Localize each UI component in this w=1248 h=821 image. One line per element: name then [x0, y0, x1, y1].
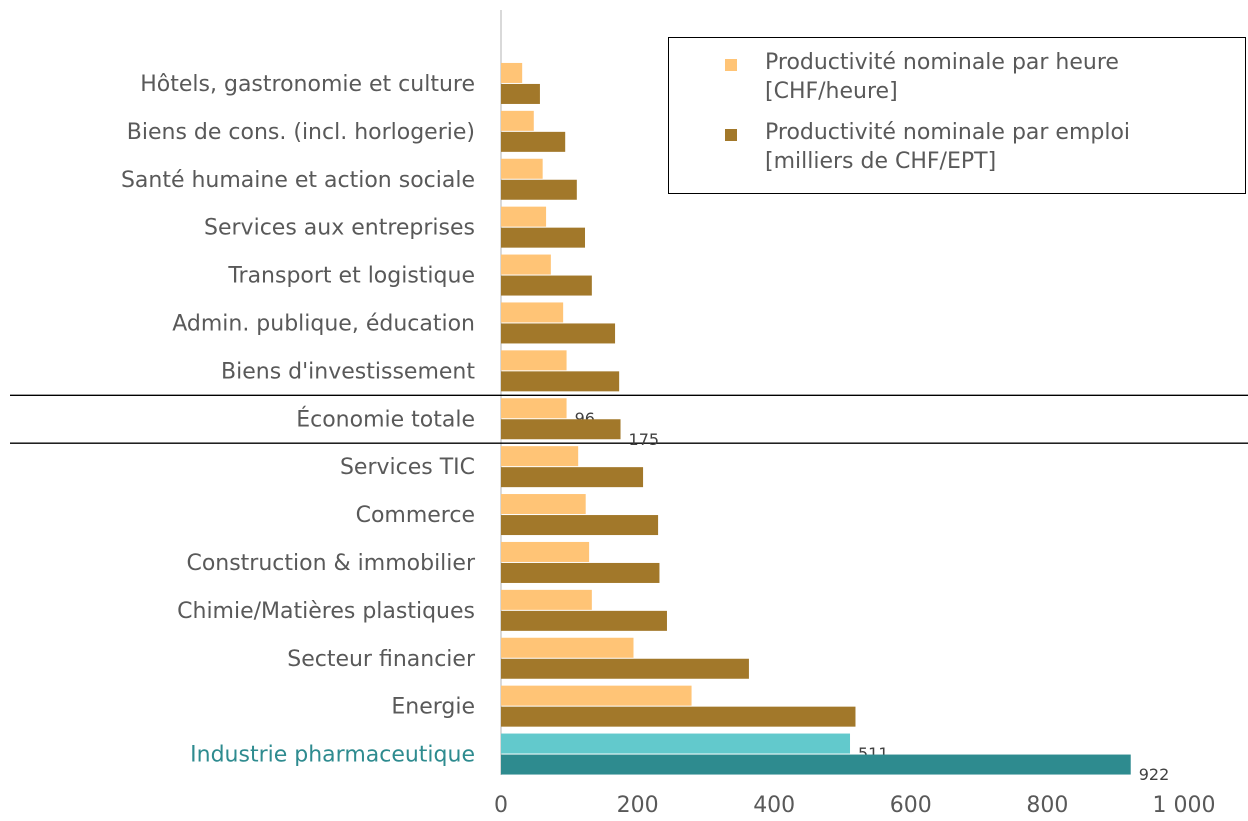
bar: [501, 467, 644, 488]
bar: [501, 754, 1131, 775]
x-tick-label: 600: [890, 793, 932, 818]
category-label: Santé humaine et action sociale: [121, 168, 475, 193]
bar: [501, 110, 534, 131]
x-tick-label: 800: [1026, 793, 1068, 818]
bar: [501, 515, 659, 536]
bar: [501, 637, 634, 658]
bar: [501, 658, 749, 679]
bar: [501, 206, 547, 227]
category-label: Transport et logistique: [227, 264, 475, 289]
bar: [501, 302, 564, 323]
legend-label: Productivité nominale par heure [CHF/heu…: [765, 50, 1119, 104]
bar: [501, 158, 543, 179]
bar: [501, 131, 566, 152]
bar: [501, 227, 586, 248]
category-label: Energie: [391, 695, 475, 720]
bar: [501, 541, 590, 562]
category-label: Services aux entreprises: [204, 216, 475, 241]
x-tick-label: 200: [617, 793, 659, 818]
bar: [501, 419, 621, 440]
bar: [501, 83, 540, 104]
bar: [501, 562, 660, 583]
category-label: Commerce: [356, 503, 475, 528]
bar: [501, 254, 551, 275]
bar: [501, 350, 567, 371]
category-label: Industrie pharmaceutique: [190, 743, 475, 768]
category-label: Admin. publique, éducation: [172, 311, 475, 336]
category-label: Hôtels, gastronomie et culture: [140, 72, 475, 97]
bar: [501, 398, 567, 419]
legend-label: Productivité nominale par emploi [millie…: [765, 120, 1131, 174]
category-label: Construction & immobilier: [186, 551, 475, 576]
data-label: 922: [1139, 765, 1170, 784]
data-label: 175: [629, 430, 660, 449]
category-label: Chimie/Matières plastiques: [177, 599, 475, 624]
legend: Productivité nominale par heure [CHF/heu…: [668, 37, 1246, 194]
x-tick-label: 1 000: [1153, 793, 1216, 818]
bar: [501, 685, 692, 706]
bar: [501, 446, 579, 467]
bar: [501, 494, 586, 515]
category-label: Services TIC: [340, 455, 475, 480]
category-label: Biens de cons. (incl. horlogerie): [127, 120, 475, 145]
bar: [501, 610, 667, 631]
legend-swatch: [725, 59, 737, 71]
x-tick-label: 400: [753, 793, 795, 818]
legend-swatch: [725, 129, 737, 141]
bar: [501, 589, 592, 610]
category-label: Économie totale: [296, 406, 475, 432]
bar: [501, 62, 523, 83]
bar: [501, 371, 620, 392]
x-tick-label: 0: [494, 793, 508, 818]
category-label: Secteur financier: [287, 647, 476, 672]
bar: [501, 323, 616, 344]
category-label: Biens d'investissement: [221, 359, 475, 384]
bar: [501, 179, 577, 200]
bar: [501, 733, 851, 754]
bar: [501, 275, 592, 296]
bar: [501, 706, 856, 727]
